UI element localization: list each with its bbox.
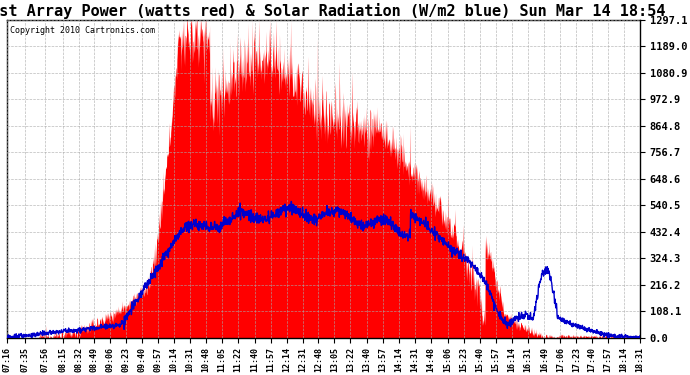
Title: East Array Power (watts red) & Solar Radiation (W/m2 blue) Sun Mar 14 18:54: East Array Power (watts red) & Solar Rad… (0, 3, 666, 19)
Text: Copyright 2010 Cartronics.com: Copyright 2010 Cartronics.com (10, 26, 155, 35)
